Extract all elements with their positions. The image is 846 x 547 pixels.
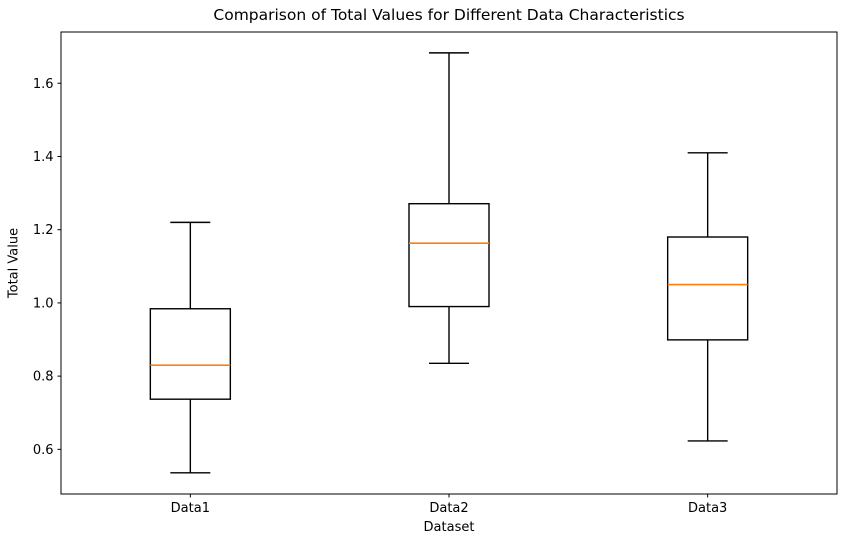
iqr-box-data1 bbox=[149, 308, 232, 400]
x-axis-label: Dataset bbox=[423, 520, 475, 535]
x-tick-label: Data3 bbox=[688, 501, 727, 516]
y-tick-label: 1.4 bbox=[33, 150, 54, 165]
y-axis-label: Total Value bbox=[6, 227, 22, 299]
chart-title: Comparison of Total Values for Different… bbox=[213, 6, 685, 24]
y-tick-label: 1.2 bbox=[33, 223, 54, 238]
iqr-box-data3 bbox=[666, 236, 749, 341]
x-tick-label: Data1 bbox=[171, 501, 210, 516]
y-tick-label: 0.8 bbox=[33, 370, 54, 385]
y-tick-label: 0.6 bbox=[33, 443, 54, 458]
y-tick-label: 1.0 bbox=[33, 296, 54, 311]
iqr-box-data2 bbox=[408, 202, 490, 308]
x-tick-label: Data2 bbox=[429, 501, 468, 516]
y-tick-label: 1.6 bbox=[33, 77, 54, 92]
